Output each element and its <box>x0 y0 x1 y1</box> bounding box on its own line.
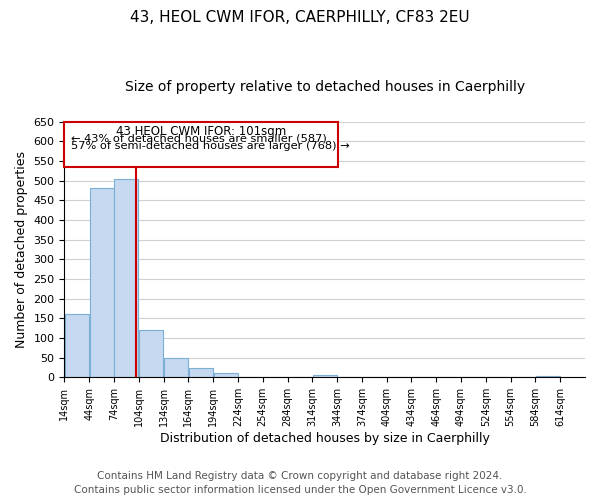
Bar <box>139 330 163 378</box>
Text: Contains HM Land Registry data © Crown copyright and database right 2024.
Contai: Contains HM Land Registry data © Crown c… <box>74 471 526 495</box>
Text: 43, HEOL CWM IFOR, CAERPHILLY, CF83 2EU: 43, HEOL CWM IFOR, CAERPHILLY, CF83 2EU <box>130 10 470 25</box>
FancyBboxPatch shape <box>64 122 338 167</box>
Text: ← 43% of detached houses are smaller (587): ← 43% of detached houses are smaller (58… <box>71 134 327 143</box>
Bar <box>65 314 89 378</box>
Text: 57% of semi-detached houses are larger (768) →: 57% of semi-detached houses are larger (… <box>71 141 350 151</box>
X-axis label: Distribution of detached houses by size in Caerphilly: Distribution of detached houses by size … <box>160 432 490 445</box>
Bar <box>115 178 139 378</box>
Bar <box>164 358 188 378</box>
Bar <box>536 376 560 378</box>
Bar <box>189 368 213 378</box>
Bar <box>313 376 337 378</box>
Text: 43 HEOL CWM IFOR: 101sqm: 43 HEOL CWM IFOR: 101sqm <box>116 126 286 138</box>
Bar <box>214 374 238 378</box>
Title: Size of property relative to detached houses in Caerphilly: Size of property relative to detached ho… <box>125 80 525 94</box>
Y-axis label: Number of detached properties: Number of detached properties <box>15 151 28 348</box>
Bar <box>89 188 113 378</box>
